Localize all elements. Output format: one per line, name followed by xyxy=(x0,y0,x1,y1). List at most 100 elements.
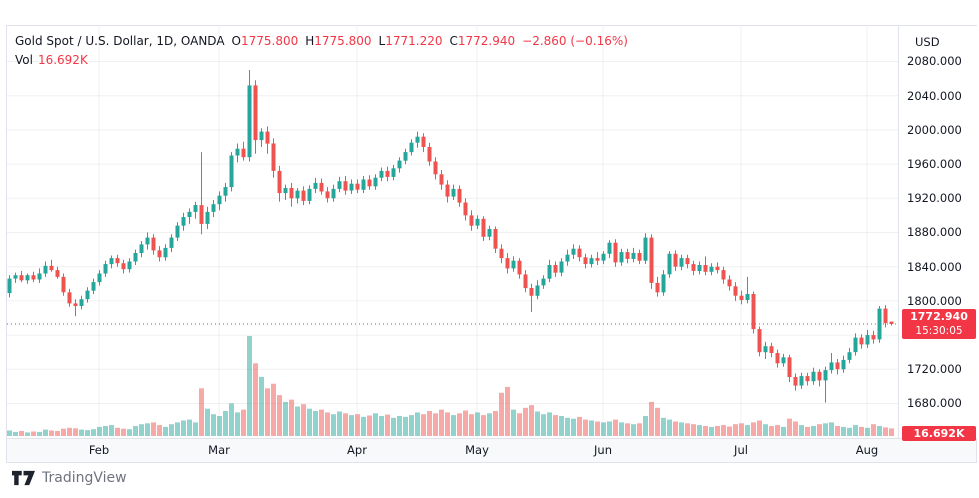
legend-ohlc-row: Gold Spot / U.S. Dollar, 1D, OANDA O1775.… xyxy=(15,32,635,51)
candle-body xyxy=(151,237,156,251)
volume-bar xyxy=(493,411,498,436)
volume-bar xyxy=(523,407,528,436)
candle-body xyxy=(739,295,744,300)
volume-bar xyxy=(877,426,882,436)
volume-value: 16.692K xyxy=(37,53,88,67)
candle-body xyxy=(73,303,78,306)
candle-body xyxy=(859,337,864,345)
volume-bar xyxy=(529,405,534,436)
legend-volume-row: Vol 16.692K xyxy=(15,51,635,70)
candle-body xyxy=(139,244,144,253)
volume-bar xyxy=(481,415,486,436)
volume-bar xyxy=(91,429,96,436)
price-axis-label: 2040.000 xyxy=(907,89,962,103)
symbol-legend[interactable]: Gold Spot / U.S. Dollar, 1D, OANDA O1775.… xyxy=(15,32,635,70)
candle-body xyxy=(889,321,894,324)
candle-body xyxy=(271,143,276,171)
volume-bar xyxy=(649,401,654,436)
candle-body xyxy=(361,179,366,190)
volume-bar xyxy=(79,429,84,436)
volume-bar xyxy=(235,412,240,436)
volume-bar xyxy=(199,388,204,436)
candle-body xyxy=(379,170,384,178)
candle-body xyxy=(301,190,306,201)
candle-body xyxy=(619,252,624,263)
candle-body xyxy=(7,278,12,294)
volume-bar xyxy=(409,415,414,436)
candle-body xyxy=(541,278,546,286)
volume-bar xyxy=(733,424,738,436)
candle-body xyxy=(679,258,684,267)
candle-body xyxy=(31,275,36,280)
volume-bar xyxy=(361,416,366,436)
volume-bar xyxy=(463,410,468,436)
volume-bar xyxy=(673,421,678,436)
candle-body xyxy=(673,253,678,267)
candle-body xyxy=(325,191,330,199)
candle-body xyxy=(241,148,246,158)
volume-bar xyxy=(679,422,684,436)
candle-body xyxy=(811,371,816,382)
candle-body xyxy=(727,279,732,287)
candlestick-chart[interactable] xyxy=(7,26,898,438)
volume-bar xyxy=(337,411,342,436)
candle-body xyxy=(829,362,834,371)
volume-bar xyxy=(313,411,318,436)
last-volume-badge: 16.692K xyxy=(902,426,976,441)
candle-body xyxy=(91,282,96,291)
candle-body xyxy=(403,152,408,161)
candle-body xyxy=(715,266,720,271)
volume-bar xyxy=(247,336,252,436)
candle-body xyxy=(391,168,396,177)
time-axis[interactable]: Feb Mar Apr May Jun Jul Aug xyxy=(7,438,976,462)
price-axis[interactable]: USD 2080.000 2040.000 2000.000 1960.000 1920… xyxy=(898,26,978,441)
volume-bar xyxy=(103,426,108,436)
volume-bar xyxy=(721,425,726,436)
candle-body xyxy=(469,215,474,226)
candle-body xyxy=(205,211,210,224)
volume-bar xyxy=(637,423,642,436)
candle-body xyxy=(799,376,804,386)
candle-body xyxy=(283,188,288,194)
price-pane[interactable]: Gold Spot / U.S. Dollar, 1D, OANDA O1775.… xyxy=(7,26,898,438)
ohlc-item: O1775.800 xyxy=(231,34,299,48)
candle-body xyxy=(853,337,858,353)
volume-bar xyxy=(301,404,306,436)
candle-body xyxy=(661,274,666,293)
candle-body xyxy=(43,265,48,274)
last-price-value: 1772.940 xyxy=(910,310,968,323)
tradingview-logo-text: TradingView xyxy=(42,470,127,486)
candle-body xyxy=(757,329,762,353)
volume-bar xyxy=(619,422,624,436)
volume-bar xyxy=(67,427,72,436)
volume-bar xyxy=(541,414,546,436)
tradingview-attribution[interactable]: TradingView xyxy=(12,470,127,486)
volume-bar xyxy=(475,412,480,436)
volume-bar xyxy=(121,428,126,436)
candle-body xyxy=(451,188,456,197)
candle-body xyxy=(103,264,108,274)
symbol-title[interactable]: Gold Spot / U.S. Dollar, 1D, OANDA xyxy=(15,34,225,48)
volume-bar xyxy=(781,426,786,436)
candle-body xyxy=(19,275,24,281)
volume-bar xyxy=(109,425,114,436)
volume-bar xyxy=(595,421,600,436)
ohlc-item: L1771.220 xyxy=(378,34,443,48)
volume-bar xyxy=(49,430,54,436)
candle-body xyxy=(823,370,828,381)
candle-body xyxy=(463,202,468,216)
time-axis-label-feb: Feb xyxy=(88,443,110,457)
candle-body xyxy=(55,270,60,277)
volume-bar xyxy=(805,426,810,436)
candle-body xyxy=(337,181,342,189)
candle-body xyxy=(721,270,726,280)
candle-body xyxy=(109,258,114,265)
candle-body xyxy=(427,147,432,162)
volume-bar xyxy=(181,420,186,436)
volume-bar xyxy=(73,428,78,436)
volume-bar xyxy=(439,409,444,436)
candle-body xyxy=(217,195,222,205)
candle-body xyxy=(529,288,534,296)
volume-bar xyxy=(433,413,438,436)
